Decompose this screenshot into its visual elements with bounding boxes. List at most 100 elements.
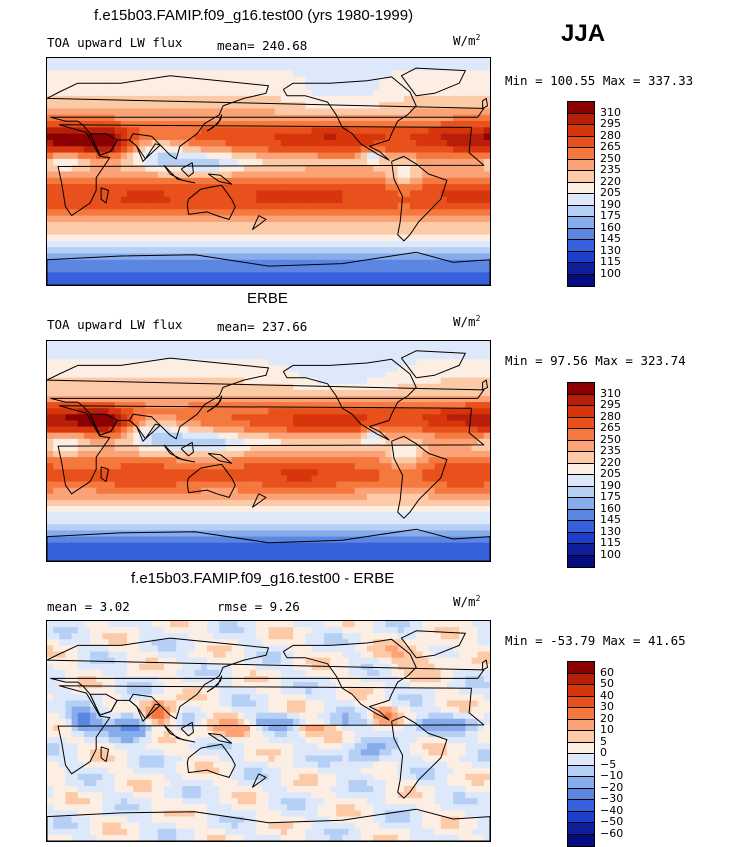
panel2-field-cell bbox=[219, 444, 227, 452]
panel2-field-cell bbox=[385, 499, 393, 507]
panel2-field-cell bbox=[323, 389, 331, 397]
panel1-field-cell bbox=[453, 114, 460, 122]
panel2-field-cell bbox=[317, 475, 325, 483]
panel1-field-cell bbox=[477, 83, 485, 91]
panel1-field-cell bbox=[200, 127, 208, 135]
panel2-field-cell bbox=[434, 444, 442, 452]
panel2-field-cell bbox=[373, 451, 380, 458]
panel1-field-cell bbox=[65, 171, 73, 179]
panel1-field-cell bbox=[465, 209, 473, 217]
panel1-field-cell bbox=[250, 108, 257, 116]
panel1-field-cell bbox=[120, 171, 128, 179]
panel1-field-cell bbox=[459, 58, 466, 65]
panel1-field-cell bbox=[311, 253, 319, 261]
panel1-field-cell bbox=[225, 127, 233, 135]
panel1-map-svg bbox=[47, 58, 490, 285]
panel1-field-cell bbox=[120, 146, 128, 154]
panel2-field-cell bbox=[477, 365, 485, 373]
panel1-field-cell bbox=[311, 203, 319, 210]
panel1-field-cell bbox=[471, 221, 479, 229]
panel2-field-cell bbox=[176, 408, 183, 415]
panel1-field-cell bbox=[90, 203, 97, 210]
panel2-field-cell bbox=[299, 493, 307, 501]
panel2-field-cell bbox=[330, 438, 337, 446]
panel2-field-cell bbox=[83, 371, 91, 379]
panel1-field-cell bbox=[256, 108, 263, 116]
panel2-field-cell bbox=[293, 469, 300, 477]
panel2-field-cell bbox=[330, 389, 337, 397]
panel1-field-cell bbox=[243, 152, 251, 160]
panel1-field-cell bbox=[391, 259, 399, 267]
panel2-field-cell bbox=[194, 499, 202, 507]
panel2-field-cell bbox=[126, 426, 134, 434]
panel1-field-cell bbox=[53, 190, 60, 198]
panel2-field-cell bbox=[354, 499, 362, 507]
panel2-field-cell bbox=[250, 530, 257, 538]
panel2-field-cell bbox=[299, 383, 307, 391]
panel2-field-cell bbox=[231, 377, 239, 385]
panel2-field-cell bbox=[373, 469, 380, 477]
panel1-field-cell bbox=[262, 171, 270, 179]
panel2-field-cell bbox=[133, 463, 140, 470]
panel2-field-cell bbox=[268, 389, 276, 397]
panel1-field-cell bbox=[114, 121, 122, 128]
panel1-field-cell bbox=[385, 127, 393, 135]
panel1-field-cell bbox=[348, 171, 356, 179]
panel1-field-cell bbox=[139, 108, 147, 116]
panel1-field-cell bbox=[157, 247, 165, 255]
panel2-field-cell bbox=[65, 499, 73, 507]
panel2-field-cell bbox=[268, 426, 276, 434]
panel1-field-cell bbox=[176, 158, 183, 166]
panel2-field-cell bbox=[96, 499, 103, 507]
panel1-field-cell bbox=[434, 221, 442, 229]
panel2-field-cell bbox=[256, 536, 263, 544]
panel1-field-cell bbox=[102, 228, 110, 236]
panel2-field-cell bbox=[157, 365, 165, 373]
panel1-field-cell bbox=[317, 215, 325, 223]
panel2-field-cell bbox=[293, 493, 300, 501]
panel2-field-cell bbox=[53, 341, 60, 348]
panel2-field-cell bbox=[459, 383, 466, 391]
panel2-field-cell bbox=[133, 512, 140, 519]
panel2-field-cell bbox=[379, 438, 386, 446]
panel2-field-cell bbox=[360, 457, 368, 464]
panel2-field-cell bbox=[373, 481, 380, 489]
panel1-field-cell bbox=[126, 228, 134, 236]
panel1-field-cell bbox=[440, 247, 448, 255]
panel2-field-cell bbox=[151, 481, 159, 489]
panel1-field-cell bbox=[410, 127, 417, 135]
panel1-field-cell bbox=[293, 196, 300, 204]
panel2-field-cell bbox=[280, 396, 288, 403]
panel2-field-cell bbox=[453, 451, 460, 458]
panel2-field-cell bbox=[416, 457, 423, 464]
panel1-colorbar-tick-label: 295 bbox=[600, 117, 621, 130]
panel1-field-cell bbox=[65, 240, 73, 248]
panel1-field-cell bbox=[342, 83, 350, 91]
panel2-field-cell bbox=[71, 512, 79, 519]
panel1-field-cell bbox=[416, 139, 423, 147]
panel1-field-cell bbox=[170, 165, 177, 173]
panel2-field-cell bbox=[231, 371, 239, 379]
panel1-field-cell bbox=[102, 76, 110, 84]
panel2-field-cell bbox=[120, 512, 128, 519]
panel1-field-cell bbox=[108, 266, 116, 273]
panel2-field-cell bbox=[293, 396, 300, 403]
panel1-field-cell bbox=[225, 247, 233, 255]
panel2-field-cell bbox=[274, 359, 282, 367]
panel2-field-cell bbox=[188, 499, 196, 507]
panel1-field-cell bbox=[151, 203, 159, 210]
panel2-field-cell bbox=[299, 420, 307, 428]
panel1-field-cell bbox=[114, 146, 122, 154]
panel1-field-cell bbox=[145, 76, 153, 84]
panel1-field-cell bbox=[262, 108, 270, 116]
panel2-field-cell bbox=[163, 451, 171, 458]
panel1-field-cell bbox=[366, 203, 374, 210]
panel1-field-cell bbox=[53, 152, 60, 160]
panel1-field-cell bbox=[225, 58, 233, 65]
panel1-field-cell bbox=[71, 114, 79, 122]
panel1-field-cell bbox=[262, 114, 270, 122]
panel1-field-cell bbox=[206, 83, 214, 91]
panel2-field-cell bbox=[483, 365, 490, 373]
panel1-field-cell bbox=[90, 108, 97, 116]
panel2-field-cell bbox=[182, 536, 190, 544]
